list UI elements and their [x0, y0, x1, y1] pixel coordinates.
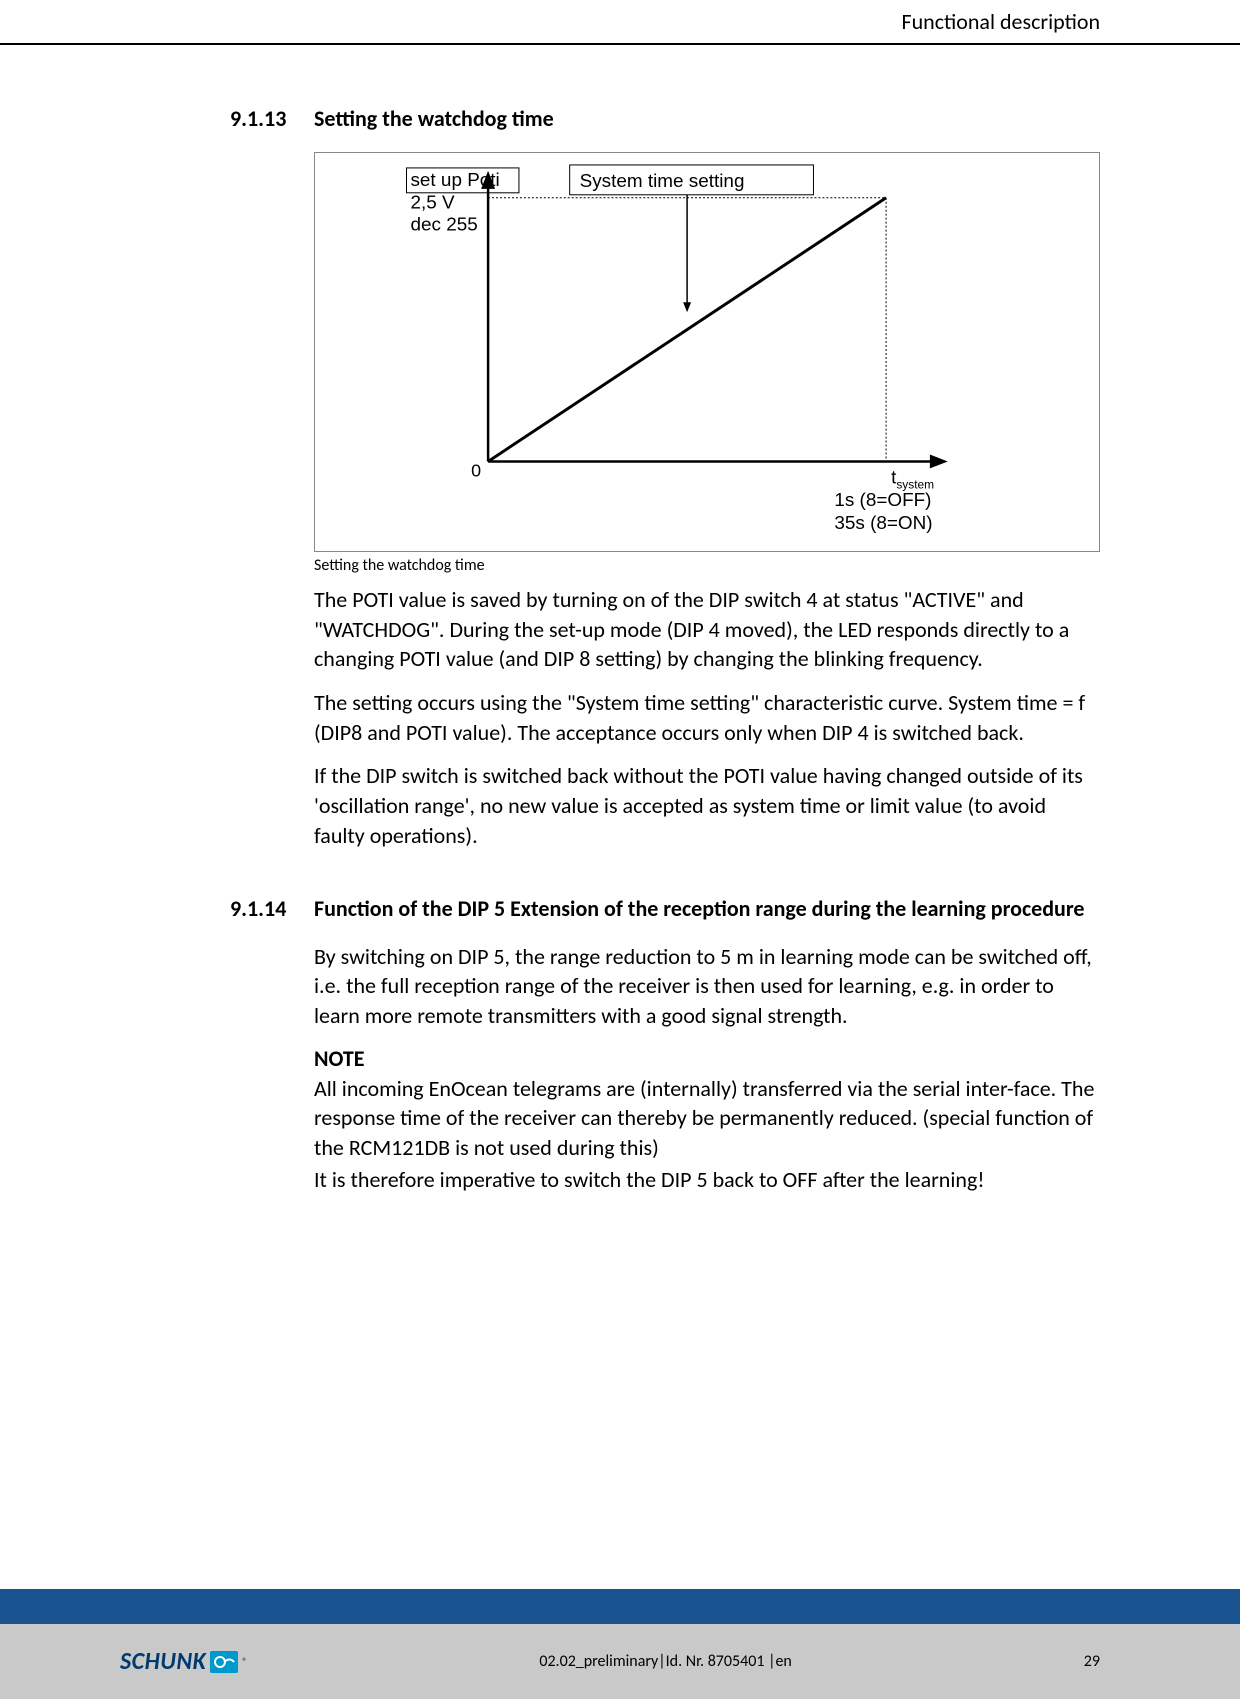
section-number: 9.1.13 [230, 105, 300, 132]
x-tick-2: 35s (8=ON) [834, 513, 932, 534]
footer-page-number: 29 [1084, 1652, 1100, 1671]
section1-para1: The POTI value is saved by turning on of… [314, 585, 1100, 674]
section1-para2: The setting occurs using the "System tim… [314, 688, 1100, 747]
page-header: Functional description [0, 8, 1240, 45]
schunk-logo: SCHUNK ® [120, 1647, 247, 1676]
note-text: All incoming EnOcean telegrams are (inte… [314, 1074, 1100, 1163]
y-label-line2: 2,5 V [410, 193, 455, 214]
section-9-1-14-heading: 9.1.14 Function of the DIP 5 Extension o… [230, 895, 1100, 922]
section2-para1: By switching on DIP 5, the range reducti… [314, 942, 1100, 1031]
header-title: Functional description [901, 8, 1100, 35]
footer-doc-info: 02.02_preliminary|Id. Nr. 8705401 |en [539, 1652, 791, 1671]
section-9-1-13-heading: 9.1.13 Setting the watchdog time [230, 105, 1100, 132]
logo-icon [210, 1651, 238, 1673]
chart-title-text: System time setting [580, 171, 745, 192]
section-title: Setting the watchdog time [314, 105, 554, 132]
section-9-1-14-body: By switching on DIP 5, the range reducti… [314, 942, 1100, 1195]
figure-caption: Setting the watchdog time [314, 556, 1100, 575]
watchdog-chart: set up Poti 2,5 V dec 255 System time se… [314, 152, 1100, 552]
chart-svg: set up Poti 2,5 V dec 255 System time se… [315, 153, 1099, 551]
section-title: Function of the DIP 5 Extension of the r… [314, 895, 1085, 922]
y-label-line3: dec 255 [410, 215, 477, 236]
footer-gray-bar: SCHUNK ® 02.02_preliminary|Id. Nr. 87054… [0, 1624, 1240, 1699]
origin-label: 0 [471, 460, 481, 480]
x-axis-label: tsystem [891, 467, 934, 491]
section1-para3: If the DIP switch is switched back witho… [314, 761, 1100, 850]
content-area: 9.1.13 Setting the watchdog time set up … [0, 45, 1240, 1194]
logo-registered: ® [242, 1655, 247, 1668]
section-9-1-13-body: set up Poti 2,5 V dec 255 System time se… [314, 152, 1100, 851]
footer-blue-bar [0, 1589, 1240, 1624]
x-tick-1: 1s (8=OFF) [834, 490, 931, 511]
note-label: NOTE [314, 1045, 1100, 1072]
note-text2: It is therefore imperative to switch the… [314, 1165, 1100, 1195]
x-axis-arrow [930, 454, 948, 468]
logo-text: SCHUNK [120, 1647, 206, 1676]
title-pointer-arrow [683, 302, 691, 312]
section-number: 9.1.14 [230, 895, 300, 922]
